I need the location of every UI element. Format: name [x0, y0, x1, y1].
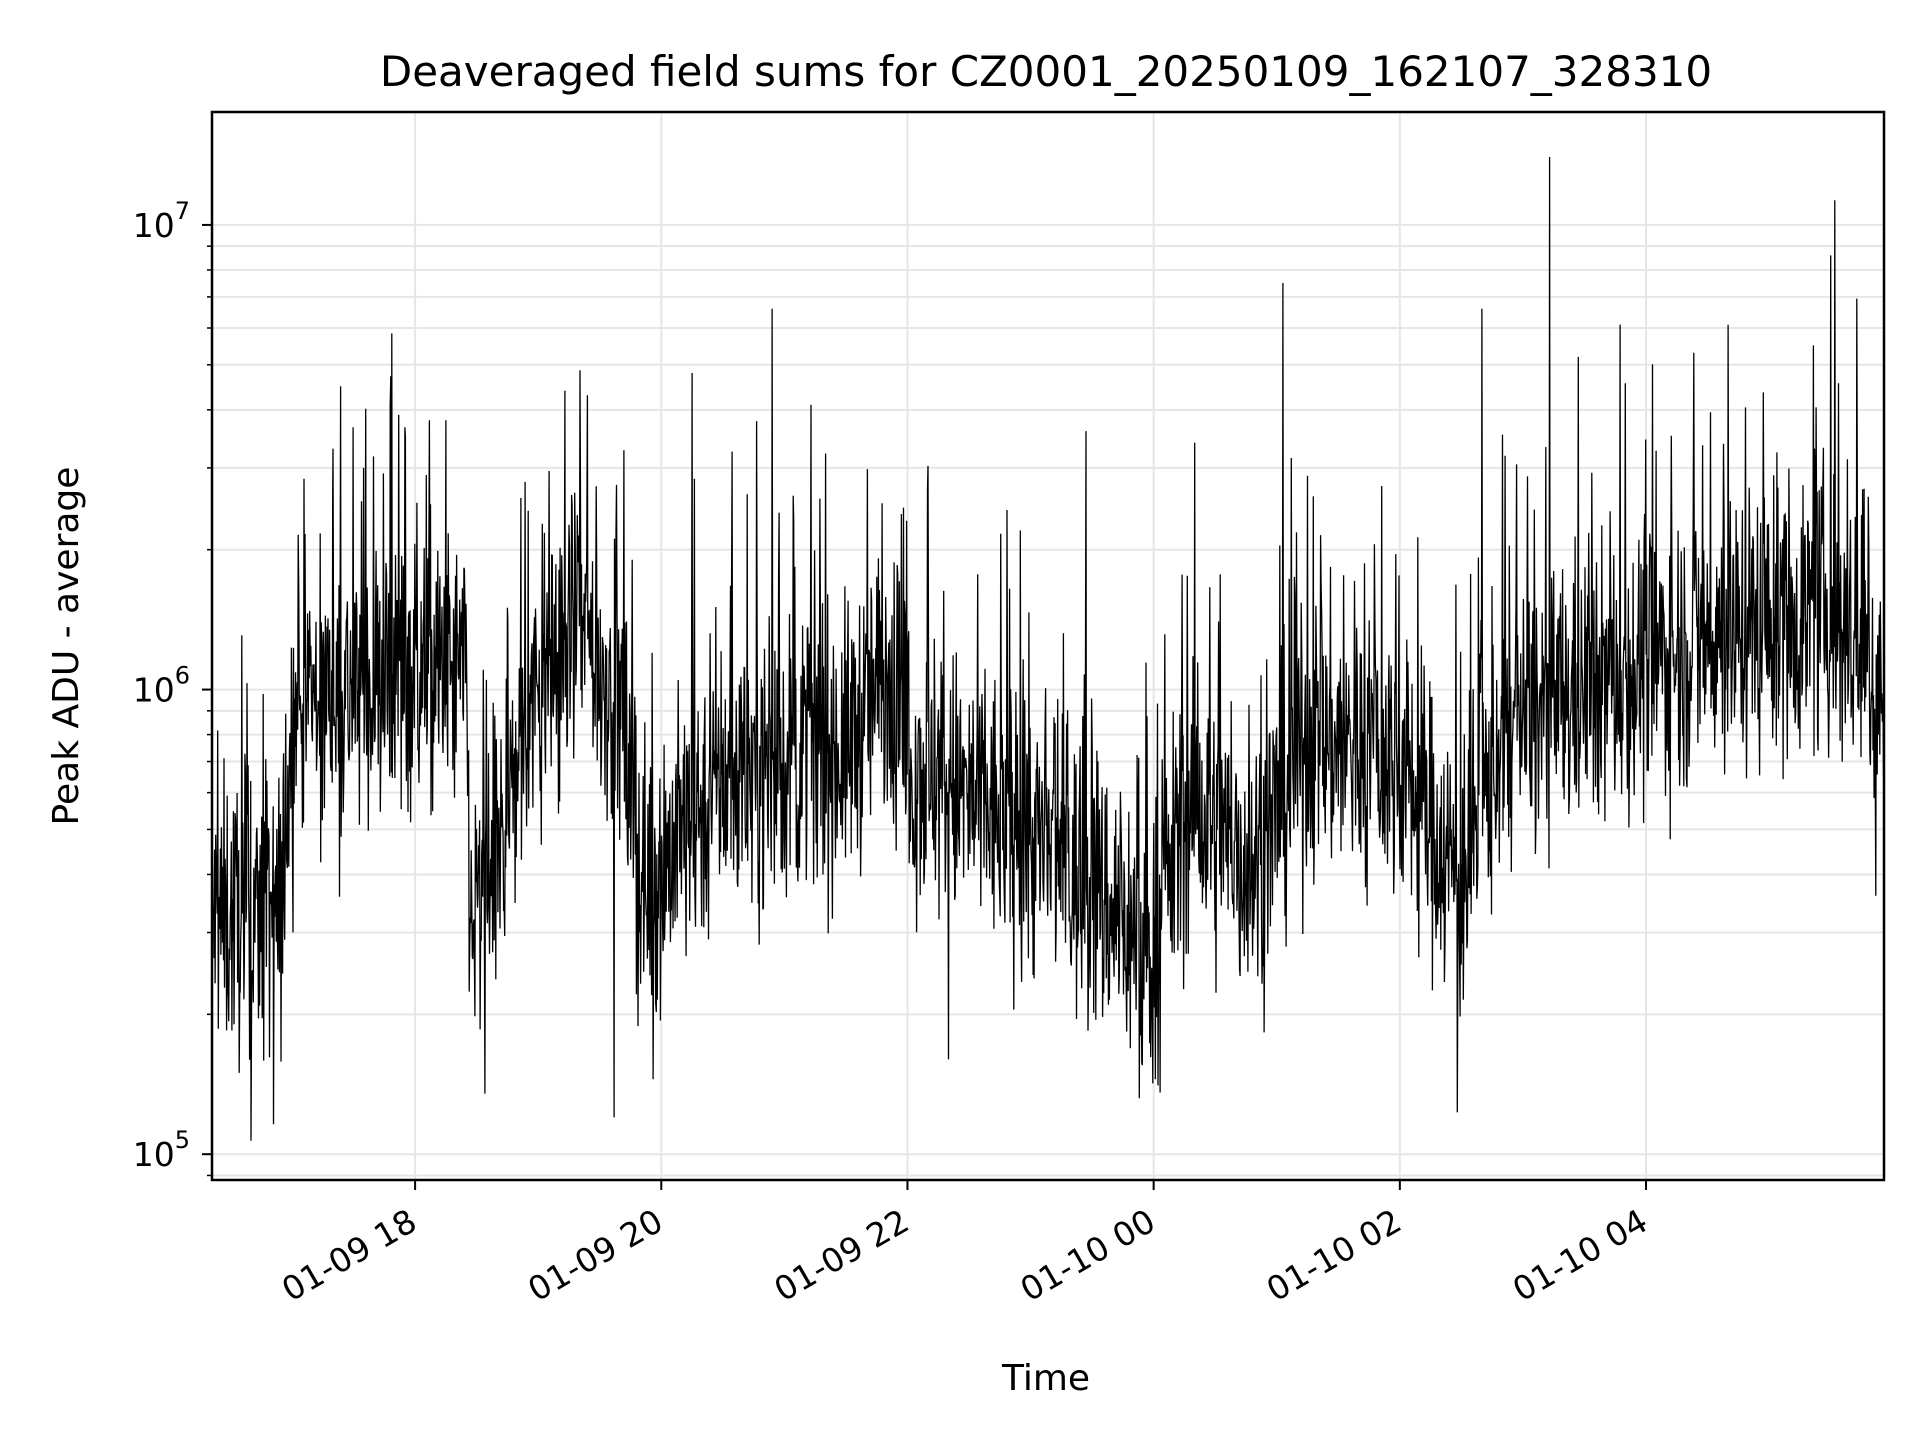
- y-tick-label: 107: [133, 197, 190, 245]
- plot-frame: [210, 110, 1886, 1182]
- y-tick-label: 105: [133, 1126, 190, 1174]
- y-tick-label: 106: [133, 662, 190, 710]
- series-line: [211, 156, 1885, 1141]
- chart-title: Deaveraged field sums for CZ0001_2025010…: [380, 47, 1712, 96]
- x-axis-label: Time: [1001, 1358, 1090, 1399]
- plot-area: [211, 156, 1885, 1141]
- y-axis: 105 106 107: [133, 197, 212, 1177]
- y-axis-label: Peak ADU - average: [46, 467, 87, 826]
